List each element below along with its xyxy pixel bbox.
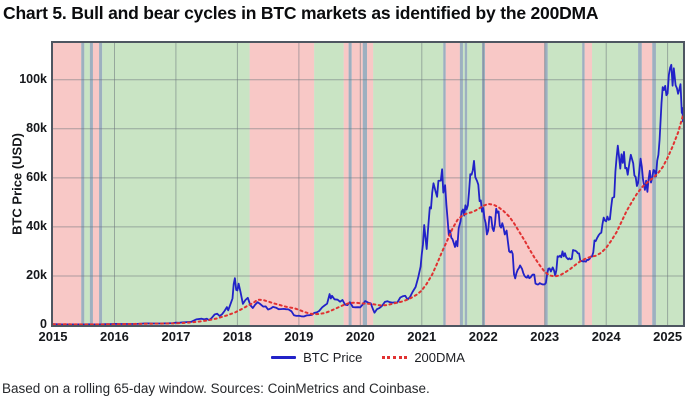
y-tick-label: 100k xyxy=(19,71,47,86)
x-tick-label: 2023 xyxy=(530,329,560,344)
chart-footnote: Based on a rolling 65-day window. Source… xyxy=(2,381,430,396)
x-tick-label: 2017 xyxy=(161,329,191,344)
plot-area xyxy=(51,41,685,327)
legend-label-200dma: 200DMA xyxy=(414,349,465,365)
y-tick-label: 20k xyxy=(26,267,47,282)
chart-title: Chart 5. Bull and bear cycles in BTC mar… xyxy=(3,3,599,23)
gridlines-layer xyxy=(53,43,683,325)
chart-canvas xyxy=(53,43,683,325)
x-tick-label: 2016 xyxy=(99,329,129,344)
x-tick-label: 2018 xyxy=(222,329,252,344)
y-tick-label: 40k xyxy=(26,218,47,233)
x-tick-label: 2025 xyxy=(653,329,683,344)
chart-legend: BTC Price 200DMA xyxy=(53,348,683,366)
y-tick-label: 60k xyxy=(26,169,47,184)
x-tick-label: 2021 xyxy=(407,329,437,344)
legend-item-btc-price: BTC Price xyxy=(271,350,362,365)
x-tick-label: 2022 xyxy=(468,329,498,344)
y-tick-label: 80k xyxy=(26,120,47,135)
x-tick-label: 2024 xyxy=(591,329,621,344)
legend-label-btc-price: BTC Price xyxy=(303,349,363,365)
btc-price-line-swatch xyxy=(271,355,297,359)
dma-line-swatch xyxy=(382,355,408,359)
y-tick-label: 0 xyxy=(40,317,47,331)
bands-layer xyxy=(53,43,683,325)
x-tick-label: 2020 xyxy=(345,329,375,344)
legend-item-200dma: 200DMA xyxy=(382,350,465,365)
x-tick-label: 2015 xyxy=(38,329,68,344)
x-tick-label: 2019 xyxy=(284,329,314,344)
dma-line xyxy=(53,114,683,325)
btc-price-line xyxy=(53,63,683,325)
